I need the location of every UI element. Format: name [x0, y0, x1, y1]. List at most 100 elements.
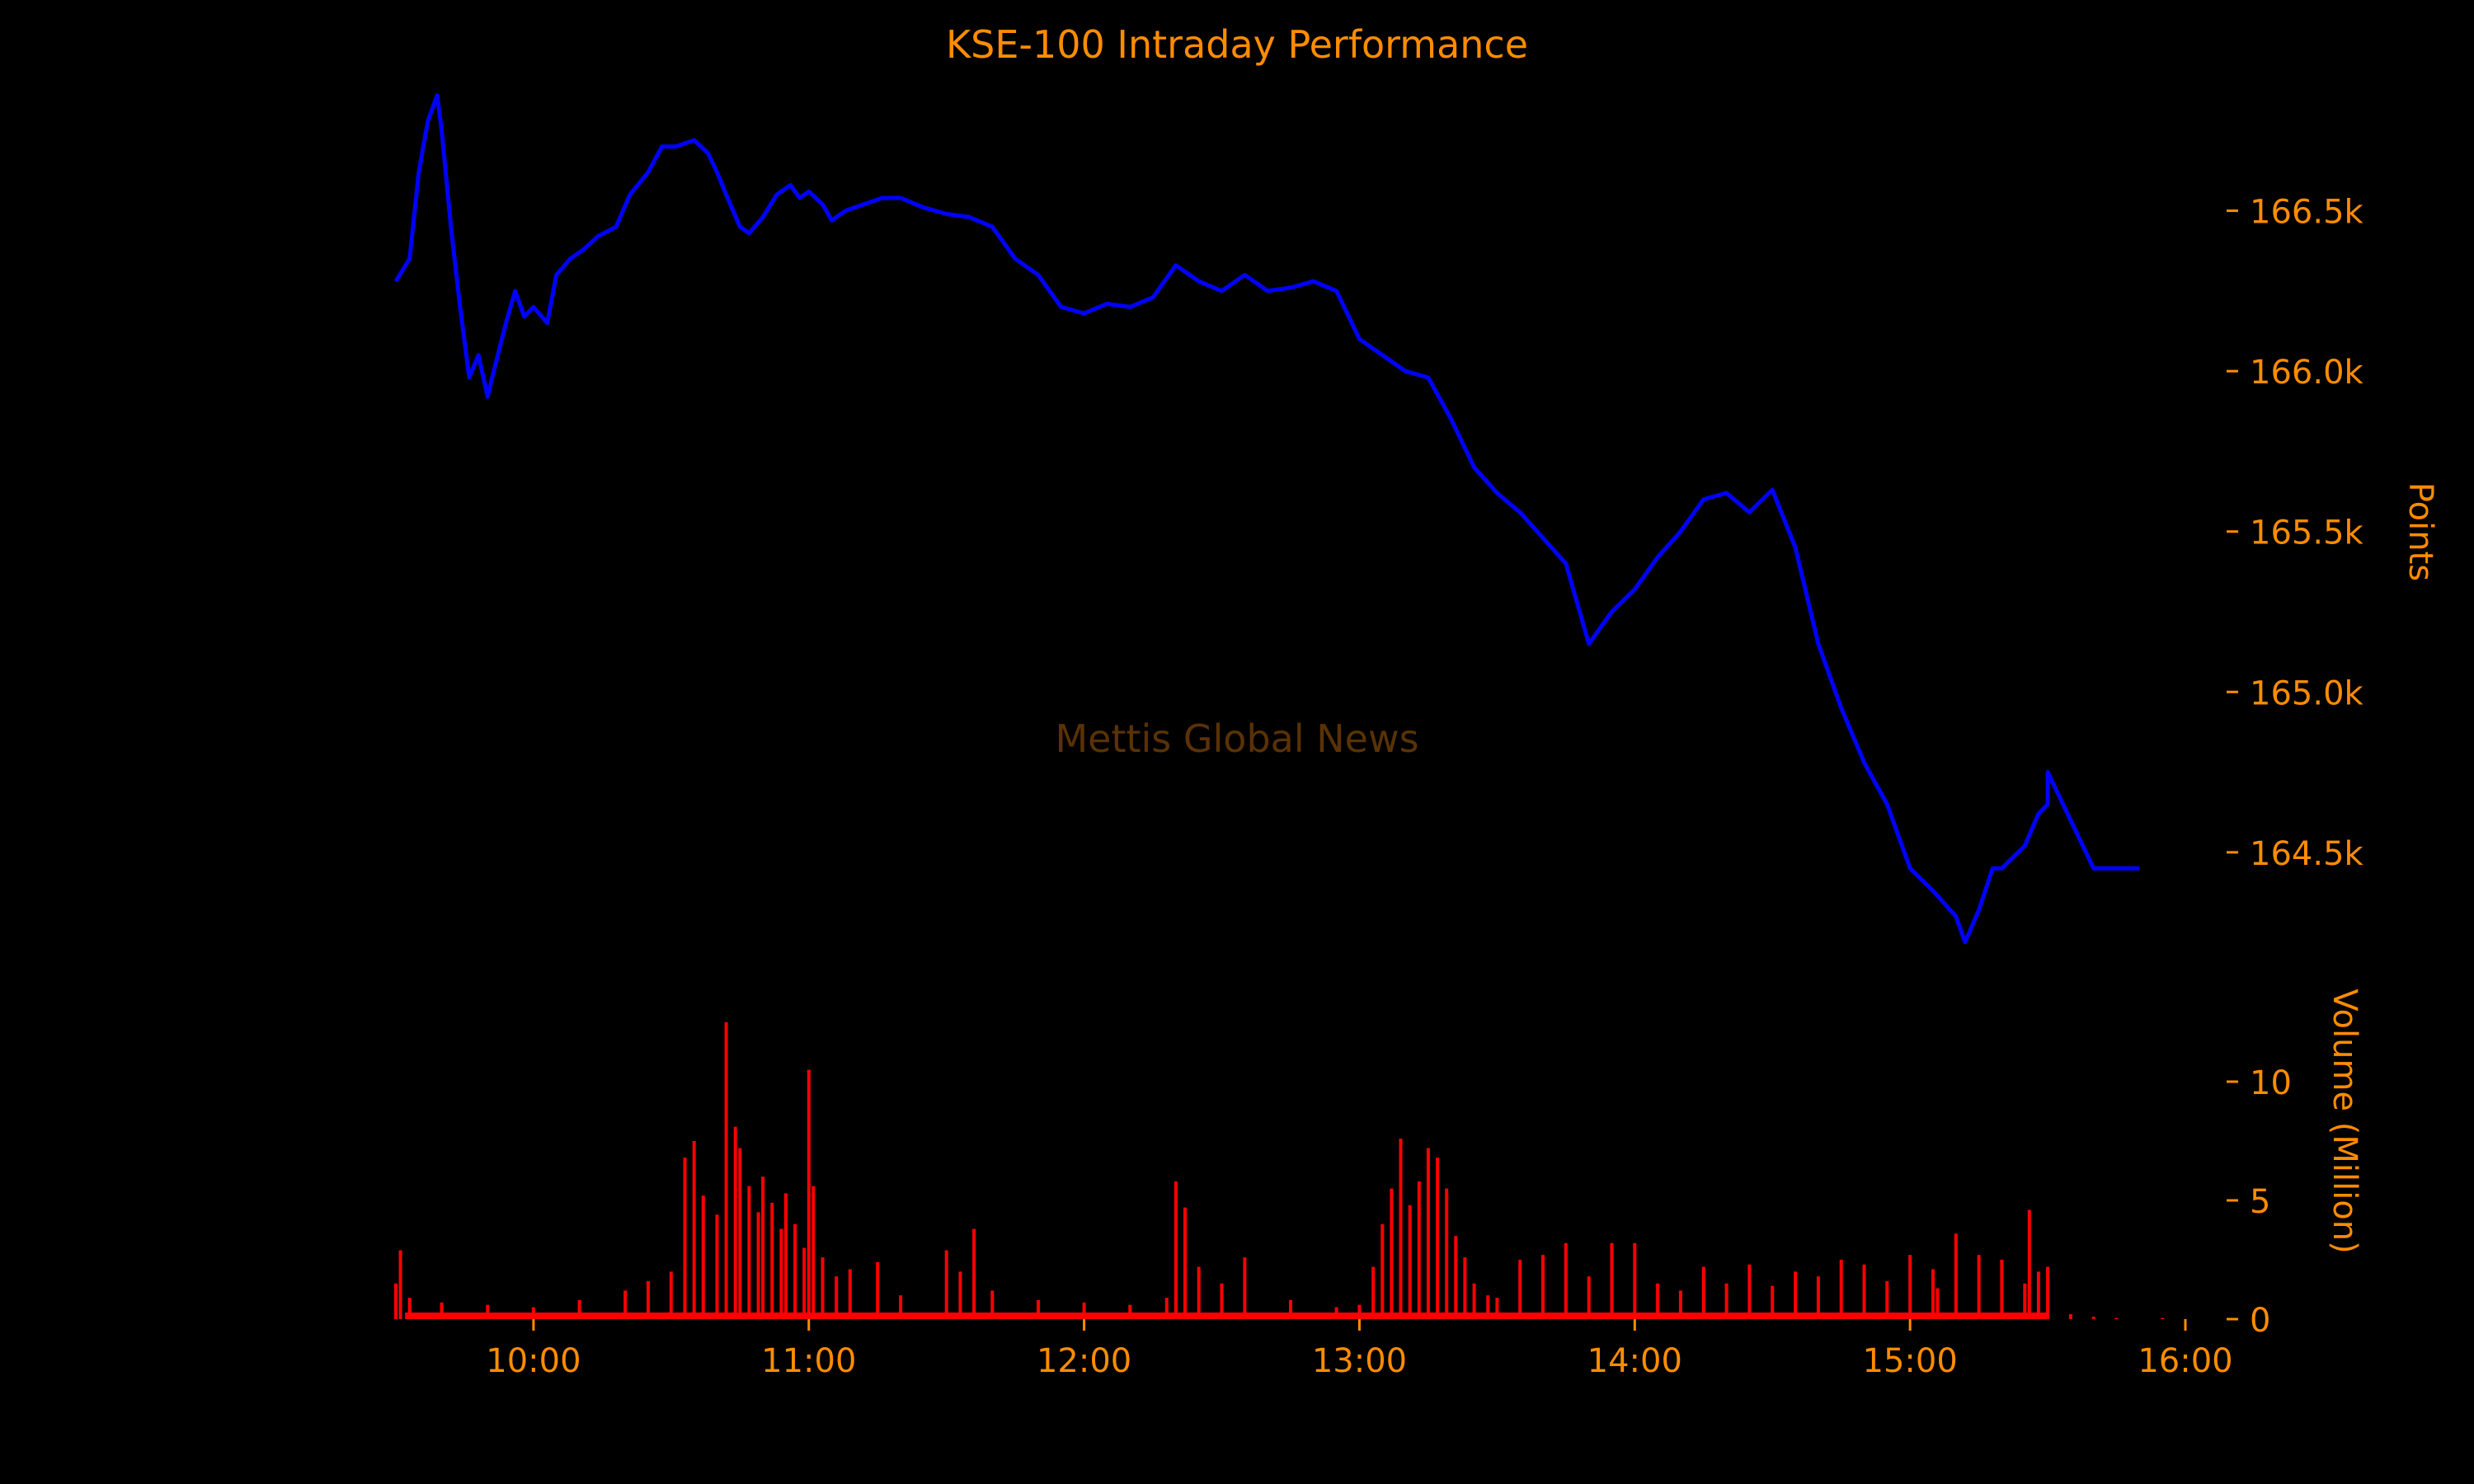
- volume-bar: [1357, 1304, 1362, 1319]
- volume-bar: [486, 1304, 490, 1319]
- volume-y-axis-label: Volume (Million): [2326, 989, 2363, 1253]
- volume-bar: [1454, 1236, 1458, 1319]
- volume-bar: [1197, 1266, 1201, 1319]
- price-y-axis-label: Points: [2401, 482, 2439, 581]
- volume-bar: [1243, 1257, 1247, 1319]
- volume-bar: [821, 1257, 825, 1319]
- volume-bar: [577, 1300, 581, 1319]
- volume-bar: [899, 1295, 903, 1319]
- x-axis: 10:00 11:00 12:00 13:00 14:00 15:00 16:00: [486, 1319, 2233, 1380]
- volume-bar: [669, 1271, 673, 1319]
- volume-bar: [715, 1214, 719, 1319]
- volume-bar: [779, 1228, 783, 1319]
- volume-bar: [835, 1276, 839, 1319]
- volume-bar: [1977, 1255, 1981, 1319]
- volume-bar: [1541, 1255, 1545, 1319]
- volume-bar: [1128, 1304, 1132, 1319]
- volume-bar: [2046, 1266, 2050, 1319]
- volume-bar: [876, 1261, 880, 1319]
- x-tick-label: 14:00: [1587, 1342, 1682, 1380]
- x-tick-label: 12:00: [1037, 1342, 1131, 1380]
- volume-bar: [1289, 1300, 1292, 1319]
- volume-bar: [770, 1202, 774, 1319]
- volume-bar: [2036, 1271, 2040, 1319]
- price-y-tick-label: 165.0k: [2250, 674, 2364, 712]
- volume-bar: [793, 1223, 797, 1319]
- volume-bar: [972, 1228, 976, 1319]
- volume-bar: [738, 1148, 742, 1319]
- x-tick-label: 15:00: [1863, 1342, 1958, 1380]
- volume-bar: [623, 1290, 628, 1319]
- volume-bar: [1417, 1181, 1421, 1319]
- volume-plot: 0 5 10 10:00 11:00 12:00 13:00 14:00 15:00 16:00…: [394, 989, 2363, 1380]
- price-line: [393, 93, 2140, 945]
- volume-bar: [1174, 1181, 1178, 1319]
- volume-bar: [1771, 1285, 1775, 1319]
- volume-bar: [1399, 1139, 1403, 1319]
- volume-bar: [802, 1247, 807, 1319]
- volume-bar: [2027, 1209, 2031, 1319]
- volume-bar: [1472, 1283, 1476, 1319]
- volume-bar: [1885, 1280, 1889, 1319]
- volume-bar: [1954, 1233, 1958, 1319]
- volume-bar: [783, 1193, 788, 1319]
- volume-bar: [1587, 1276, 1591, 1319]
- volume-bar: [1371, 1266, 1376, 1319]
- volume-y-axis: 0 5 10: [2227, 1064, 2292, 1340]
- volume-bar: [1408, 1205, 1412, 1319]
- volume-bar: [647, 1280, 650, 1319]
- price-y-tick-label: 165.5k: [2250, 514, 2364, 552]
- volume-bar: [1610, 1242, 1614, 1319]
- volume-bar: [1747, 1264, 1752, 1319]
- volume-bar: [2023, 1283, 2027, 1319]
- price-y-tick-label: 164.5k: [2250, 835, 2364, 873]
- price-y-tick-label: 166.5k: [2250, 194, 2364, 232]
- volume-bar: [1908, 1255, 1912, 1319]
- volume-bar: [1931, 1269, 1935, 1319]
- volume-y-tick-label: 10: [2250, 1064, 2292, 1102]
- volume-bar: [733, 1126, 737, 1319]
- watermark: Mettis Global News: [1055, 716, 1418, 761]
- volume-bar: [1463, 1257, 1467, 1319]
- volume-bar: [724, 1022, 728, 1319]
- volume-bar: [756, 1212, 760, 1319]
- volume-bar: [807, 1069, 811, 1319]
- volume-bar: [1390, 1188, 1394, 1319]
- price-y-tick-label: 166.0k: [2250, 354, 2364, 392]
- volume-bar: [747, 1186, 751, 1319]
- volume-bar: [944, 1250, 948, 1319]
- volume-bar: [1486, 1295, 1490, 1319]
- volume-bar: [1426, 1148, 1430, 1319]
- volume-bar: [1794, 1271, 1798, 1319]
- volume-bar: [1445, 1188, 1449, 1319]
- volume-y-tick-label: 0: [2250, 1302, 2270, 1340]
- volume-bar: [1037, 1300, 1040, 1319]
- volume-bar: [394, 1283, 397, 1319]
- volume-bar: [1724, 1283, 1729, 1319]
- volume-bar: [958, 1271, 962, 1319]
- x-tick-label: 16:00: [2138, 1342, 2232, 1380]
- volume-bar: [1678, 1290, 1682, 1319]
- chart-title: KSE-100 Intraday Performance: [946, 22, 1528, 67]
- volume-bar: [2161, 1317, 2165, 1319]
- volume-bar: [1380, 1223, 1385, 1319]
- volume-bar: [1656, 1283, 1660, 1319]
- volume-bar: [440, 1302, 444, 1319]
- volume-y-tick-label: 5: [2250, 1183, 2270, 1221]
- volume-bar: [1164, 1298, 1169, 1319]
- price-y-axis: 164.5k 165.0k 165.5k 166.0k 166.5k: [2227, 194, 2364, 873]
- volume-bar: [1633, 1242, 1637, 1319]
- volume-bar: [1518, 1260, 1522, 1319]
- volume-bar: [407, 1298, 412, 1319]
- x-tick-label: 10:00: [486, 1342, 581, 1380]
- price-plot: 164.5k 165.0k 165.5k 166.0k 166.5k Points: [393, 93, 2439, 945]
- volume-bar: [811, 1186, 816, 1319]
- volume-bar: [398, 1250, 402, 1319]
- volume-bar: [683, 1158, 687, 1319]
- volume-bar: [1701, 1266, 1705, 1319]
- volume-bar: [848, 1269, 852, 1319]
- volume-bar: [2114, 1317, 2119, 1319]
- volume-bar: [1564, 1242, 1568, 1319]
- volume-bar: [692, 1141, 696, 1319]
